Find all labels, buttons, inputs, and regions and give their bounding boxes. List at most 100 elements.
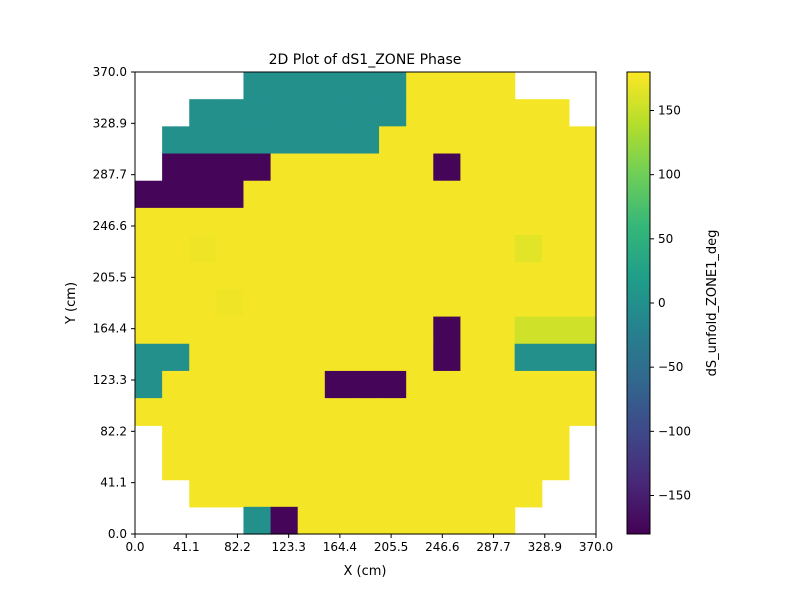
heatmap-cell [487, 479, 516, 508]
heatmap-cell [541, 289, 570, 318]
heatmap-cell [460, 180, 489, 209]
heatmap-cell [433, 262, 462, 291]
heatmap-cell [541, 153, 570, 182]
heatmap-cell [514, 99, 543, 127]
heatmap-cell [460, 126, 489, 155]
heatmap-cell [243, 370, 272, 399]
heatmap-cell [216, 425, 245, 454]
heatmap-cell [433, 72, 462, 100]
heatmap-cell [379, 398, 407, 426]
heatmap-cell [460, 262, 489, 291]
heatmap-cell [189, 99, 217, 127]
heatmap-cell [324, 316, 353, 345]
heatmap-cell [568, 262, 597, 291]
heatmap-cell [541, 235, 570, 263]
heatmap-cell [460, 479, 489, 508]
x-tick-label: 164.4 [323, 540, 357, 554]
heatmap-cell [487, 262, 516, 291]
heatmap-cell [406, 289, 434, 318]
heatmap-cell [243, 398, 272, 426]
heatmap-cell [541, 425, 570, 454]
heatmap-cell [243, 506, 272, 535]
heatmap-cell [460, 153, 489, 182]
heatmap-cell [379, 506, 407, 535]
heatmap-cell [351, 398, 380, 426]
heatmap-cell [297, 99, 326, 127]
heatmap-cell [270, 370, 299, 399]
heatmap-cell [541, 398, 570, 426]
x-tick-label: 370.0 [579, 540, 613, 554]
heatmap-cell [189, 370, 217, 399]
heatmap-cell [162, 316, 190, 345]
heatmap-cell [487, 99, 516, 127]
heatmap-cell [189, 153, 217, 182]
heatmap-cell [297, 72, 326, 100]
heatmap-cell [324, 289, 353, 318]
heatmap-cell [297, 153, 326, 182]
heatmap-cell [351, 479, 380, 508]
heatmap-cell [406, 425, 434, 454]
heatmap-cell [379, 425, 407, 454]
heatmap-cell [297, 398, 326, 426]
heatmap-cell [243, 99, 272, 127]
colorbar-tick-label: −100 [658, 424, 691, 438]
heatmap-cell [351, 289, 380, 318]
heatmap-cell [297, 452, 326, 481]
heatmap-cell [487, 370, 516, 399]
heatmap-cell [162, 343, 190, 372]
colorbar-tick-label: 0 [658, 296, 666, 310]
heatmap-cell [379, 180, 407, 209]
heatmap-cell [487, 343, 516, 372]
heatmap-cell [433, 180, 462, 209]
heatmap-cell [243, 289, 272, 318]
x-axis-ticks: 0.0 41.1 82.2 123.3 164.4 205.5 246.6 287.7 328.… [125, 534, 613, 554]
heatmap-cell [135, 180, 163, 209]
heatmap-cell [324, 262, 353, 291]
heatmap-cell [270, 289, 299, 318]
heatmap-cell [243, 479, 272, 508]
heatmap-cell [270, 72, 299, 100]
heatmap-cell [270, 452, 299, 481]
heatmap-cell [297, 425, 326, 454]
heatmap-cell [324, 452, 353, 481]
heatmap-cell [351, 370, 380, 399]
heatmap-cell [514, 235, 543, 263]
heatmap-cell [514, 153, 543, 182]
x-tick-label: 123.3 [271, 540, 305, 554]
heatmap-cell [216, 153, 245, 182]
heatmap-cell [135, 316, 163, 345]
heatmap-cell [297, 343, 326, 372]
heatmap-cell [379, 316, 407, 345]
heatmap-cell [216, 262, 245, 291]
heatmap-cell [541, 126, 570, 155]
heatmap-cell [351, 235, 380, 263]
y-tick-label: 164.4 [93, 322, 127, 336]
heatmap-cell [162, 235, 190, 263]
heatmap-cell [460, 452, 489, 481]
heatmap-cell [487, 153, 516, 182]
heatmap-cell [324, 207, 353, 236]
heatmap-cell [406, 506, 434, 535]
heatmap-cell [243, 180, 272, 209]
heatmap-cell [379, 479, 407, 508]
heatmap-cell [568, 180, 597, 209]
heatmap-cell [324, 425, 353, 454]
heatmap-cell [460, 370, 489, 399]
heatmap-cell [243, 235, 272, 263]
y-tick-label: 287.7 [93, 168, 127, 182]
x-tick-label: 41.1 [173, 540, 200, 554]
heatmap-cell [162, 289, 190, 318]
heatmap-cell [216, 99, 245, 127]
y-tick-label: 41.1 [100, 476, 127, 490]
heatmap-cell [297, 479, 326, 508]
heatmap-cell [189, 262, 217, 291]
heatmap-cell [270, 398, 299, 426]
heatmap-cell [460, 343, 489, 372]
heatmap-cell [514, 425, 543, 454]
heatmap-cell [433, 398, 462, 426]
heatmap-cell [433, 343, 462, 372]
heatmap-cell [243, 425, 272, 454]
heatmap-cell [297, 316, 326, 345]
x-tick-label: 328.9 [528, 540, 562, 554]
heatmap-cell [433, 207, 462, 236]
